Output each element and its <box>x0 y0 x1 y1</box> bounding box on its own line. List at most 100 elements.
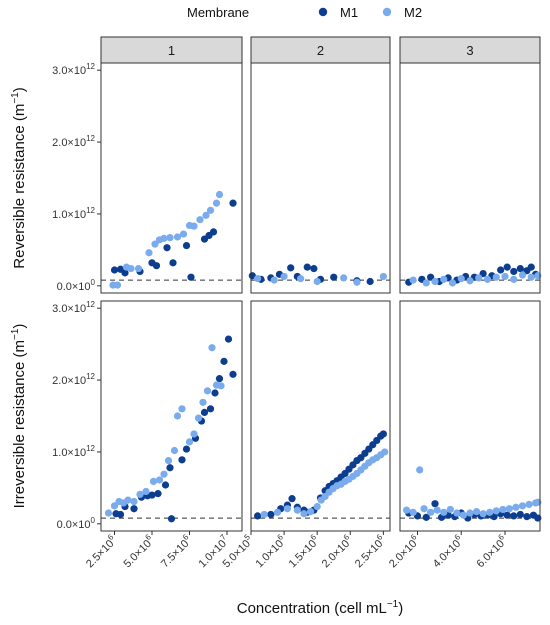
point-m1 <box>431 500 439 508</box>
point-m2 <box>448 279 457 287</box>
point-m1 <box>379 430 387 438</box>
point-m2 <box>466 509 474 517</box>
point-m2 <box>492 507 500 515</box>
point-m1 <box>303 263 311 271</box>
point-m2 <box>457 275 465 283</box>
point-m1 <box>497 266 505 274</box>
panel-background <box>101 63 242 293</box>
panel-border <box>399 62 541 294</box>
point-m2 <box>340 274 348 282</box>
point-m1 <box>224 335 233 343</box>
point-m2 <box>440 508 448 516</box>
point-m2 <box>483 275 492 283</box>
strip-label-3: 3 <box>466 43 473 58</box>
point-m2 <box>479 510 487 518</box>
point-m2 <box>273 508 282 516</box>
point-m1 <box>366 277 374 286</box>
point-m2 <box>381 448 389 456</box>
point-m1 <box>288 495 296 503</box>
point-m2 <box>104 509 113 517</box>
y-axis-title-row-1: Reversible resistance (m−1) <box>10 87 28 268</box>
point-m1 <box>287 264 295 272</box>
point-m2 <box>202 211 210 219</box>
point-m1 <box>178 456 186 464</box>
point-m2 <box>203 387 212 395</box>
legend-marker-m2 <box>382 7 392 17</box>
panel-r2-c1 <box>100 300 243 532</box>
point-m1 <box>422 513 430 521</box>
point-m1 <box>503 263 511 271</box>
point-m2 <box>313 277 321 286</box>
y-tick-label: 2.0×1012 <box>52 372 95 387</box>
point-m1 <box>510 267 518 276</box>
x-tick-label: 1.0×106 <box>251 532 289 570</box>
point-m2 <box>208 344 216 352</box>
point-m1 <box>330 273 338 281</box>
point-m2 <box>178 405 186 413</box>
point-m1 <box>161 481 170 489</box>
point-m2 <box>155 476 164 484</box>
point-m1 <box>152 262 161 270</box>
strip-label-2: 2 <box>317 43 324 58</box>
x-tick-label: 2.5×106 <box>82 532 120 570</box>
point-m2 <box>427 508 435 516</box>
strip-2 <box>250 36 391 64</box>
panel-border <box>250 300 391 532</box>
x-tick-label: 2.0×106 <box>385 532 423 570</box>
panel-r2-c3 <box>399 300 542 532</box>
panel-r1-c2 <box>248 62 391 294</box>
point-m2 <box>173 412 182 420</box>
point-m2 <box>113 281 122 289</box>
point-m2 <box>166 234 174 242</box>
point-m2 <box>293 506 301 514</box>
y-tick-label: 1.0×1012 <box>52 444 95 459</box>
point-m2 <box>409 276 417 284</box>
strip-1 <box>100 36 243 64</box>
point-m2 <box>179 230 188 238</box>
point-m2 <box>501 272 509 281</box>
point-m1 <box>167 515 176 523</box>
point-m2 <box>512 503 520 511</box>
point-m2 <box>151 240 159 248</box>
point-m2 <box>486 508 494 516</box>
panel-r2-c2 <box>250 300 391 532</box>
point-m1 <box>110 266 119 274</box>
point-m2 <box>300 510 308 518</box>
point-m2 <box>160 234 168 242</box>
panel-background <box>251 301 390 531</box>
y-axis-title-row-2: Irreversible resistance (m−1) <box>10 324 28 509</box>
point-m2 <box>459 511 468 519</box>
point-m2 <box>475 274 483 282</box>
point-m2 <box>527 273 535 281</box>
point-m2 <box>142 487 150 496</box>
point-m2 <box>190 222 198 230</box>
point-m2 <box>127 264 135 273</box>
point-m2 <box>440 275 448 283</box>
point-m2 <box>124 496 132 504</box>
point-m1 <box>516 510 524 519</box>
x-tick-label: 4.0×106 <box>429 532 467 570</box>
point-m2 <box>190 430 198 438</box>
panel-border <box>100 300 243 532</box>
point-m2 <box>422 279 430 287</box>
point-m2 <box>416 466 424 474</box>
panel-background <box>101 301 242 531</box>
point-m2 <box>472 507 481 516</box>
x-tick-label: 5.0×106 <box>119 532 157 570</box>
point-m1 <box>503 511 511 519</box>
point-m1 <box>166 464 174 472</box>
point-m2 <box>164 456 173 465</box>
strip-label-1: 1 <box>168 43 175 58</box>
point-m2 <box>145 249 153 257</box>
panel-border <box>399 300 541 532</box>
point-m2 <box>217 382 225 390</box>
y-tick-label: 2.0×1012 <box>52 134 95 149</box>
point-m1 <box>229 199 237 207</box>
point-m2 <box>185 438 194 446</box>
point-m1 <box>200 408 209 417</box>
legend-label-m2: M2 <box>404 5 422 20</box>
x-tick-label: 1.5×106 <box>285 532 323 570</box>
point-m2 <box>134 264 143 273</box>
